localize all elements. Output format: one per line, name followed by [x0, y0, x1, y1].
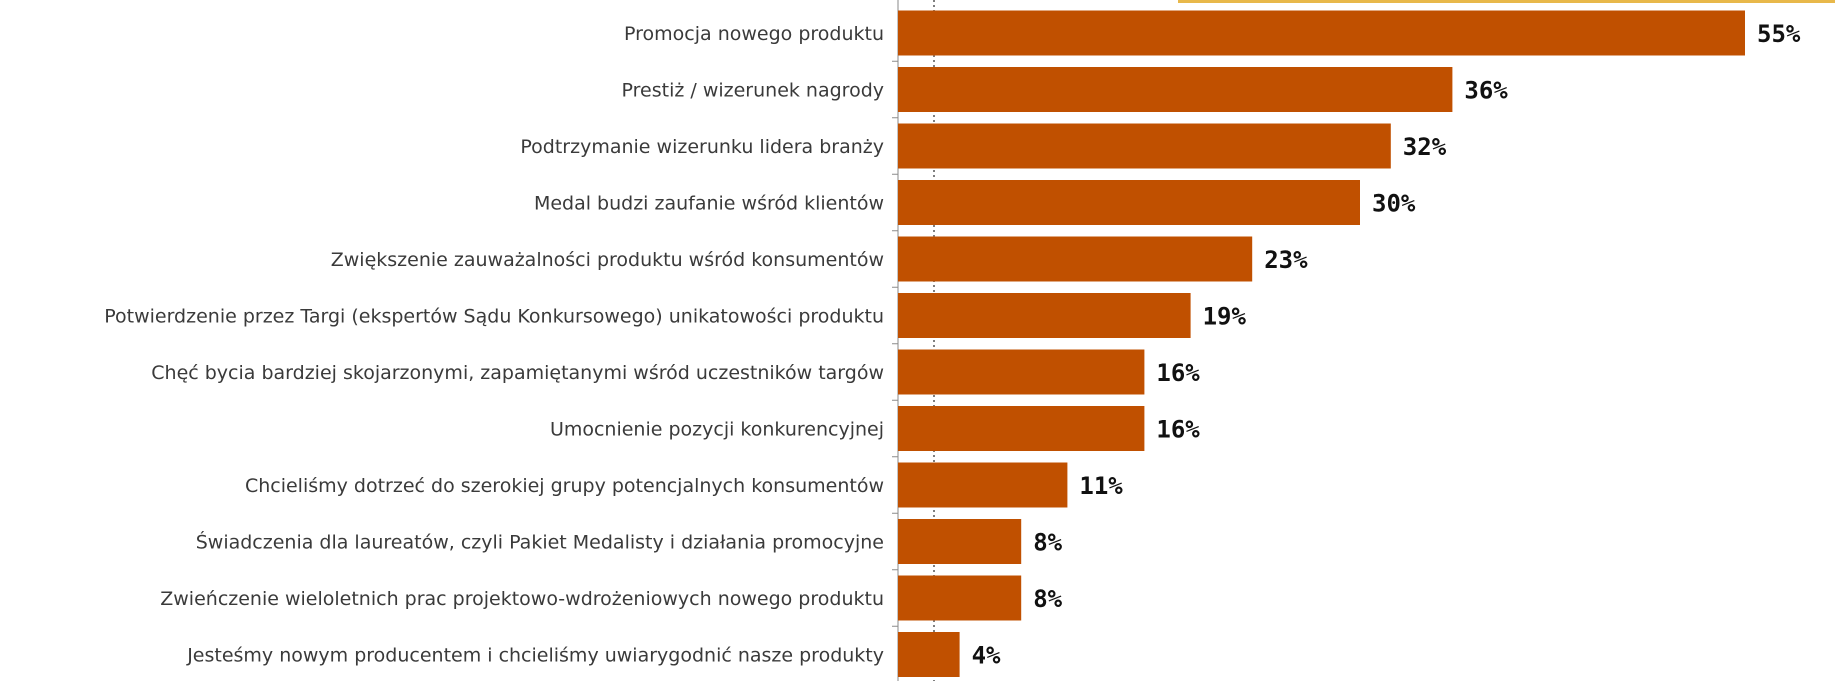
bar — [898, 519, 1022, 564]
bar — [898, 180, 1360, 225]
bar — [898, 462, 1068, 508]
data-label: 11% — [1079, 472, 1123, 500]
data-label: 30% — [1372, 190, 1416, 218]
category-label: Podtrzymanie wizerunku lidera branży — [520, 136, 884, 158]
bar — [898, 123, 1391, 169]
category-label: Zwiększenie zauważalności produktu wśród… — [331, 249, 884, 271]
category-label: Prestiż / wizerunek nagrody — [622, 80, 884, 102]
data-label: 8% — [1033, 529, 1062, 557]
category-label: Jesteśmy nowym producentem i chcieliśmy … — [186, 645, 884, 667]
data-label: 23% — [1264, 246, 1308, 274]
category-label: Chcieliśmy dotrzeć do szerokiej grupy po… — [245, 475, 884, 497]
category-label: Umocnienie pozycji konkurencyjnej — [550, 419, 884, 441]
bar — [898, 632, 960, 677]
data-label: 4% — [972, 642, 1001, 670]
category-label: Promocja nowego produktu — [624, 23, 884, 45]
category-label: Zwieńczenie wieloletnich prac projektowo… — [160, 588, 884, 610]
data-label: 19% — [1203, 303, 1247, 331]
category-label: Chęć bycia bardziej skojarzonymi, zapami… — [151, 362, 884, 384]
value-labels-group: 55%36%32%30%23%19%16%16%11%8%8%4% — [972, 20, 1801, 670]
data-label: 16% — [1156, 416, 1200, 444]
category-label: Potwierdzenie przez Targi (ekspertów Sąd… — [104, 306, 884, 328]
bar — [898, 575, 1022, 621]
category-labels-group: Promocja nowego produktu Prestiż / wizeru… — [104, 23, 884, 667]
bar — [898, 10, 1745, 56]
bar — [898, 236, 1253, 282]
bars-group — [898, 10, 1745, 677]
category-label: Świadczenia dla laureatów, czyli Pakiet … — [196, 530, 884, 554]
bar — [898, 67, 1453, 112]
bar — [898, 293, 1191, 338]
chart-decorations — [892, 0, 1835, 681]
data-label: 32% — [1403, 133, 1447, 161]
data-label: 16% — [1156, 359, 1200, 387]
data-label: 55% — [1757, 20, 1801, 48]
bar — [898, 406, 1145, 451]
bar — [898, 349, 1145, 395]
category-label: Medal budzi zaufanie wśród klientów — [534, 193, 884, 215]
data-label: 36% — [1464, 77, 1508, 105]
data-label: 8% — [1033, 585, 1062, 613]
